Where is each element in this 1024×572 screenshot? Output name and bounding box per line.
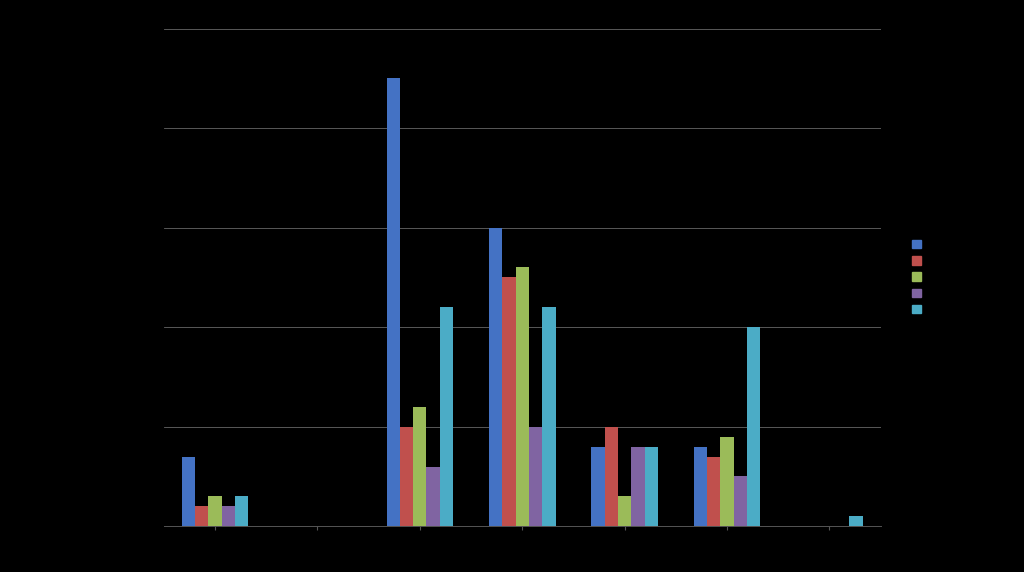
Bar (733, 476, 746, 526)
Bar (209, 496, 221, 526)
Bar (489, 228, 503, 526)
Bar (592, 447, 604, 526)
Bar (426, 467, 440, 526)
Bar (720, 436, 733, 526)
Bar (631, 447, 645, 526)
Bar (386, 78, 399, 526)
Bar (543, 307, 555, 526)
Bar (195, 506, 209, 526)
Legend: , , , , : , , , , (907, 236, 928, 319)
Bar (440, 307, 453, 526)
Bar (182, 456, 195, 526)
Bar (502, 277, 515, 526)
Bar (234, 496, 248, 526)
Bar (707, 456, 720, 526)
Bar (604, 427, 618, 526)
Bar (221, 506, 236, 526)
Bar (413, 407, 426, 526)
Bar (399, 427, 413, 526)
Bar (849, 517, 862, 526)
Bar (528, 427, 543, 526)
Bar (645, 447, 657, 526)
Bar (617, 496, 631, 526)
Bar (693, 447, 707, 526)
Bar (515, 268, 528, 526)
Bar (746, 327, 760, 526)
